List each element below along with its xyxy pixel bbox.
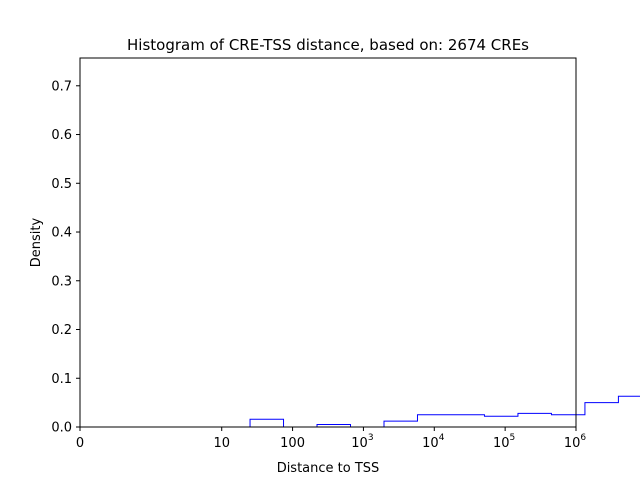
plot-frame xyxy=(79,57,577,428)
x-tick-label: 106 xyxy=(564,433,587,451)
x-tick-label: 103 xyxy=(351,433,373,451)
y-tick-label: 0.2 xyxy=(51,323,72,338)
x-tick-label: 104 xyxy=(422,433,445,451)
x-tick-label: 10 xyxy=(213,436,230,451)
y-axis-label: Density xyxy=(29,217,44,267)
y-tick-label: 0.5 xyxy=(51,177,72,192)
y-tick-label: 0.1 xyxy=(51,372,72,387)
y-tick-label: 0.0 xyxy=(51,421,72,436)
y-tick-label: 0.7 xyxy=(51,79,72,94)
x-tick-label: 100 xyxy=(280,436,305,451)
histogram-step-outline xyxy=(249,395,640,428)
y-tick-label: 0.6 xyxy=(51,128,72,143)
x-tick-label: 0 xyxy=(76,436,84,451)
chart-title: Histogram of CRE-TSS distance, based on:… xyxy=(127,36,529,54)
x-tick-label: 105 xyxy=(493,433,515,451)
y-tick-label: 0.3 xyxy=(51,274,72,289)
y-tick-label: 0.4 xyxy=(51,226,72,241)
x-axis-label: Distance to TSS xyxy=(277,461,380,476)
